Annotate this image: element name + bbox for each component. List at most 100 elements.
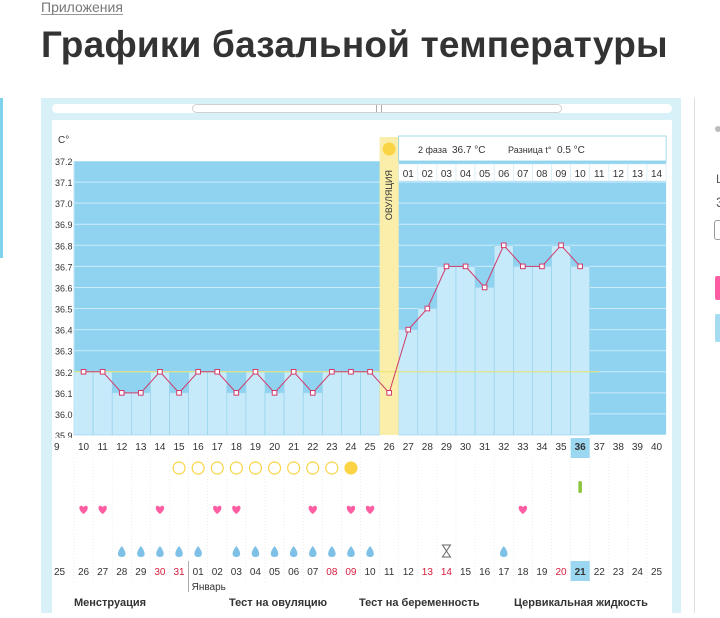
hourglass-icon[interactable] (441, 544, 452, 558)
temperature-point[interactable] (386, 390, 392, 396)
temperature-point[interactable] (271, 390, 278, 396)
temperature-bar (474, 287, 495, 436)
temperature-point[interactable] (252, 368, 259, 375)
phase2-day-number: 01 (403, 169, 415, 180)
date-label: 26 (78, 567, 90, 578)
y-axis-unit: C° (58, 135, 69, 146)
temperature-point[interactable] (195, 368, 201, 375)
date-label: 06 (288, 567, 300, 578)
temperature-bar (169, 392, 189, 436)
temperature-point[interactable] (558, 242, 564, 249)
ovulation-test-icon[interactable] (306, 461, 320, 475)
temperature-point[interactable] (329, 368, 335, 375)
heart-icon[interactable] (232, 505, 241, 514)
y-tick-label: 36.4 (55, 326, 73, 336)
horizontal-scrollbar[interactable] (52, 104, 672, 113)
ovulation-test-positive-icon[interactable] (344, 461, 358, 475)
cycle-day-label: 38 (613, 442, 625, 453)
ovulation-test-icon[interactable] (248, 461, 263, 475)
temperature-bar (398, 329, 419, 436)
fluid-drop-icon[interactable] (251, 546, 260, 557)
fluid-drop-icon[interactable] (309, 546, 317, 557)
fluid-drop-icon[interactable] (118, 546, 126, 557)
temperature-point[interactable] (405, 326, 412, 333)
fluid-drop-icon[interactable] (500, 546, 508, 557)
right-panel-checkbox[interactable] (714, 220, 720, 240)
temperature-point[interactable] (577, 263, 583, 270)
page-title: Графики базальной температуры (41, 24, 668, 65)
temperature-bar (188, 371, 209, 436)
left-panel-edge (0, 98, 3, 258)
heart-icon[interactable] (79, 505, 88, 514)
scrollbar-thumb[interactable] (192, 104, 562, 113)
date-label: 28 (116, 567, 128, 578)
heart-icon[interactable] (365, 505, 375, 514)
legend-item[interactable]: Цервикальная жидкость (514, 597, 648, 609)
fluid-drop-icon[interactable] (366, 546, 374, 557)
fluid-drop-icon[interactable] (270, 546, 279, 557)
temperature-bar (264, 392, 285, 436)
temperature-point[interactable] (539, 263, 545, 270)
temperature-point[interactable] (367, 368, 373, 375)
heart-icon[interactable] (155, 505, 165, 514)
temperature-point[interactable] (443, 263, 450, 270)
heart-icon[interactable] (213, 505, 222, 514)
ovulation-test-icon[interactable] (287, 461, 301, 475)
legend-item[interactable]: Тест на овуляцию (229, 597, 327, 609)
fluid-drop-icon[interactable] (137, 546, 145, 557)
heart-icon[interactable] (346, 505, 356, 514)
y-tick-label: 36.8 (55, 241, 73, 251)
heart-icon[interactable] (98, 505, 107, 514)
fluid-drop-icon[interactable] (328, 546, 336, 557)
temperature-point[interactable] (500, 242, 507, 249)
ovulation-test-icon[interactable] (191, 461, 205, 475)
heart-icon[interactable] (308, 505, 317, 514)
temperature-point[interactable] (462, 263, 469, 270)
temperature-point[interactable] (99, 368, 106, 375)
temperature-bar (150, 371, 170, 436)
fluid-drop-icon[interactable] (194, 546, 202, 557)
ovulation-test-icon[interactable] (229, 461, 243, 475)
temperature-point[interactable] (520, 263, 526, 270)
temperature-point[interactable] (138, 390, 144, 396)
breadcrumb-link[interactable]: Приложения (41, 0, 123, 15)
temperature-bar (131, 392, 151, 436)
temperature-point[interactable] (309, 390, 316, 396)
temperature-point[interactable] (176, 390, 182, 396)
temperature-bar (302, 392, 323, 436)
ovulation-test-icon[interactable] (210, 461, 224, 475)
date-label: 30 (154, 567, 166, 578)
temperature-bar (493, 245, 514, 436)
date-label: 23 (613, 567, 625, 578)
temperature-bar (207, 371, 228, 436)
fluid-drop-icon[interactable] (289, 546, 298, 557)
ovulation-test-icon[interactable] (325, 461, 339, 475)
heart-icon[interactable] (518, 505, 528, 514)
fluid-drop-icon[interactable] (175, 546, 183, 557)
temperature-point[interactable] (233, 390, 240, 396)
cycle-day-label: 15 (173, 442, 185, 453)
date-label: 04 (250, 567, 262, 578)
y-tick-label: 36.7 (55, 262, 73, 272)
temperature-point[interactable] (481, 284, 488, 291)
fluid-drop-icon[interactable] (232, 546, 241, 557)
cycle-day-label: 28 (422, 442, 434, 453)
temperature-point[interactable] (118, 390, 125, 396)
legend-item[interactable]: Менструация (74, 597, 146, 609)
fluid-drop-icon[interactable] (347, 546, 355, 557)
temperature-point[interactable] (290, 368, 297, 375)
y-tick-label: 36.6 (55, 283, 73, 293)
phase2-day-number: 14 (651, 169, 663, 180)
legend-item[interactable]: Тест на беременность (359, 597, 480, 609)
y-tick-label: 36.0 (55, 410, 73, 420)
ovulation-test-icon[interactable] (267, 461, 282, 475)
fluid-drop-icon[interactable] (156, 546, 164, 557)
temperature-point[interactable] (157, 368, 163, 375)
temperature-point[interactable] (80, 368, 87, 375)
ovulation-test-icon[interactable] (172, 461, 186, 475)
cycle-day-label: 33 (517, 442, 529, 453)
pregnancy-test-icon[interactable] (578, 481, 582, 493)
temperature-point[interactable] (348, 368, 354, 375)
temperature-point[interactable] (214, 368, 221, 375)
temperature-point[interactable] (424, 305, 431, 312)
